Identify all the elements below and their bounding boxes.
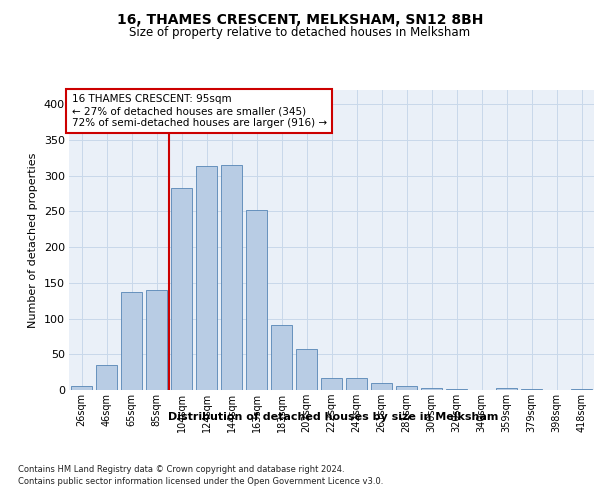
Bar: [321, 378, 342, 390]
Text: Contains HM Land Registry data © Crown copyright and database right 2024.: Contains HM Land Registry data © Crown c…: [18, 465, 344, 474]
Bar: [196, 166, 217, 390]
Bar: [396, 386, 417, 390]
Bar: [496, 388, 517, 390]
Bar: [296, 350, 317, 390]
Text: Contains public sector information licensed under the Open Government Licence v3: Contains public sector information licen…: [18, 478, 383, 486]
Bar: [371, 383, 392, 390]
Bar: [171, 188, 192, 390]
Bar: [146, 290, 167, 390]
Text: Size of property relative to detached houses in Melksham: Size of property relative to detached ho…: [130, 26, 470, 39]
Text: 16, THAMES CRESCENT, MELKSHAM, SN12 8BH: 16, THAMES CRESCENT, MELKSHAM, SN12 8BH: [117, 12, 483, 26]
Bar: [121, 292, 142, 390]
Text: Distribution of detached houses by size in Melksham: Distribution of detached houses by size …: [168, 412, 498, 422]
Y-axis label: Number of detached properties: Number of detached properties: [28, 152, 38, 328]
Bar: [96, 365, 117, 390]
Bar: [271, 325, 292, 390]
Bar: [71, 386, 92, 390]
Bar: [346, 378, 367, 390]
Text: 16 THAMES CRESCENT: 95sqm
← 27% of detached houses are smaller (345)
72% of semi: 16 THAMES CRESCENT: 95sqm ← 27% of detac…: [71, 94, 327, 128]
Bar: [421, 388, 442, 390]
Bar: [221, 165, 242, 390]
Bar: [246, 210, 267, 390]
Bar: [571, 388, 592, 390]
